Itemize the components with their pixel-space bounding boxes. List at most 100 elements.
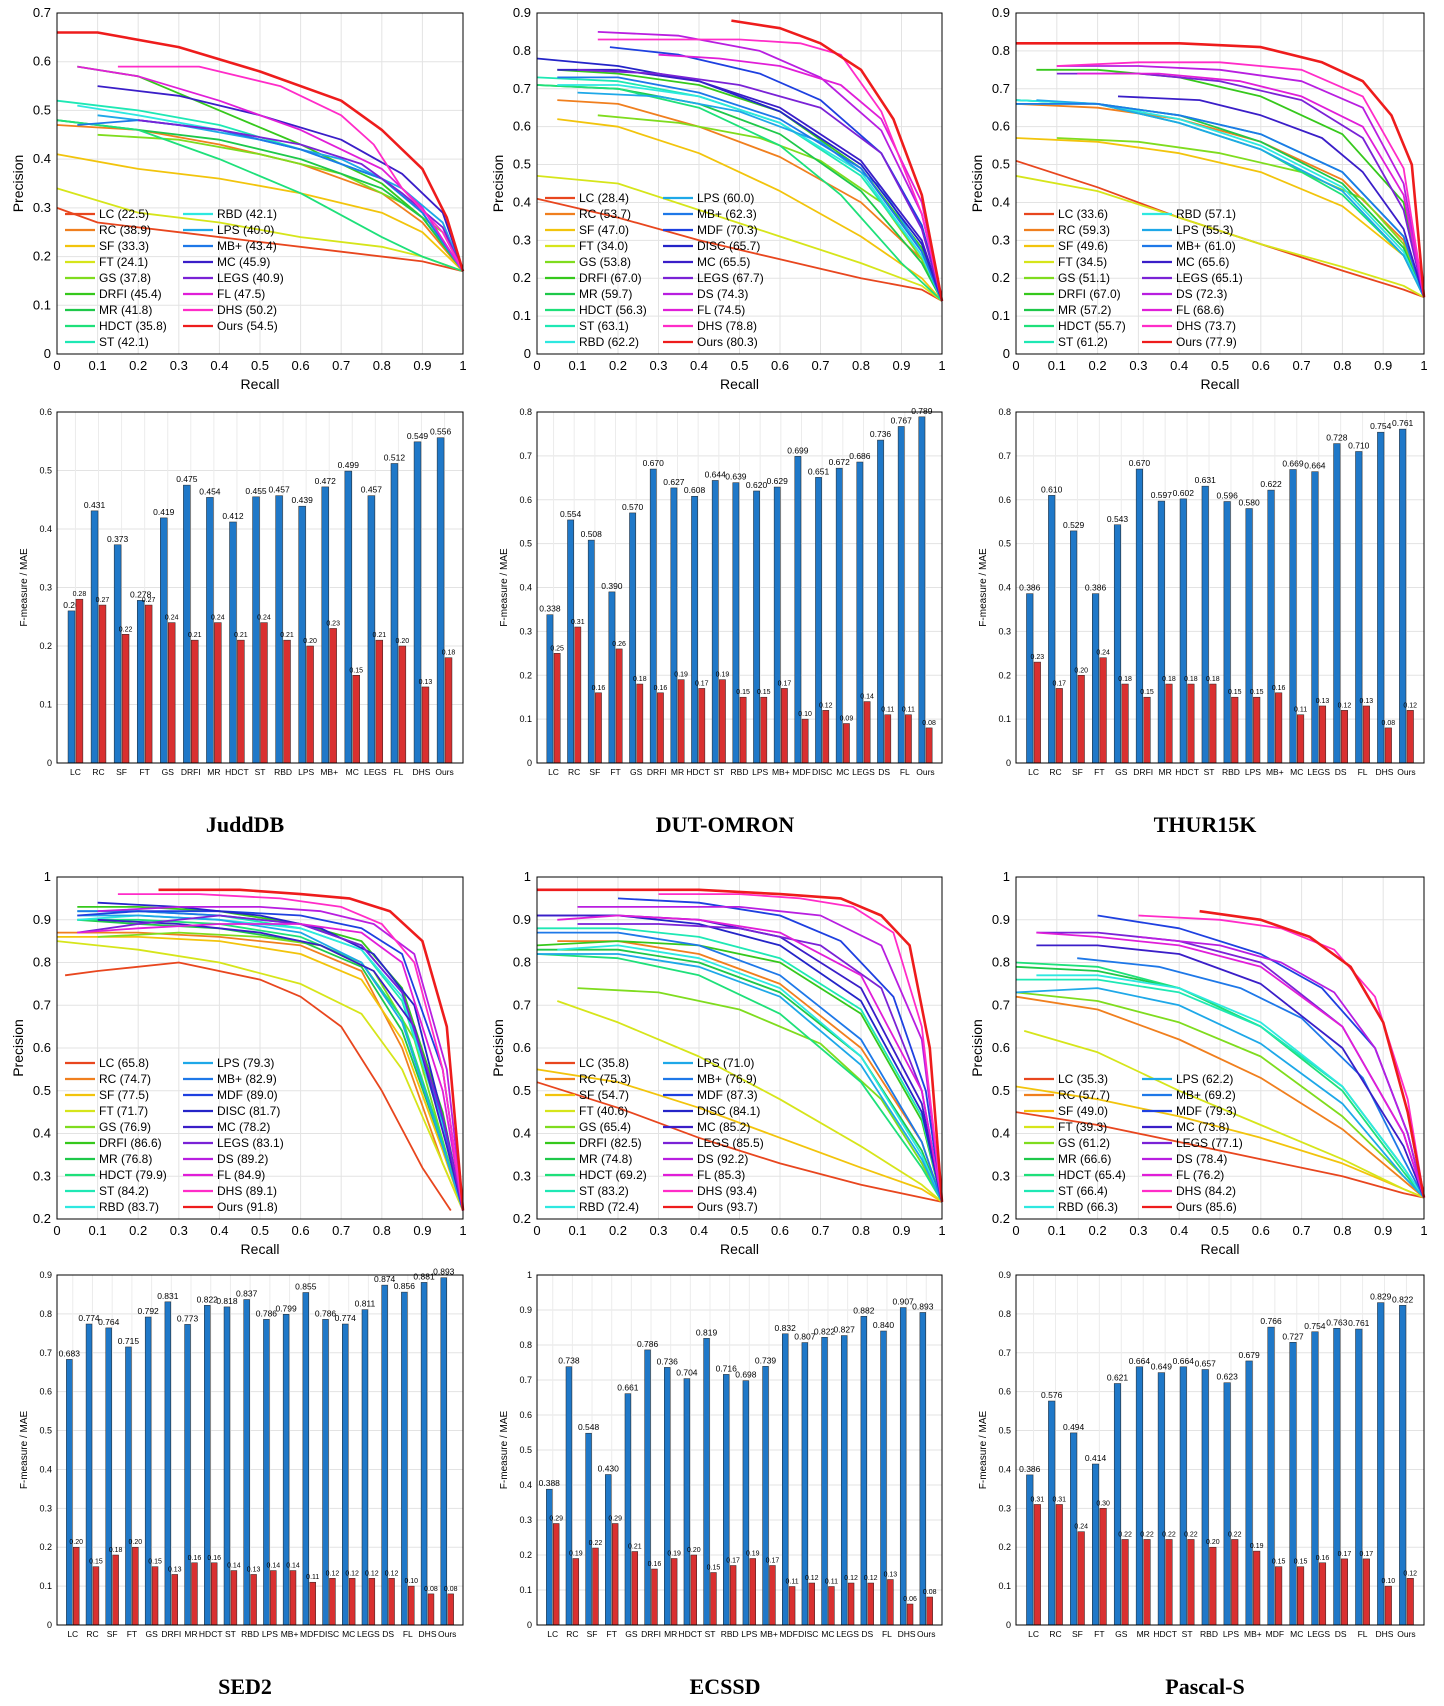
x-tick-label: 0.2 bbox=[609, 1223, 627, 1238]
x-tick-label: 0.7 bbox=[1293, 358, 1311, 373]
fmeasure-value-dhs: 0.829 bbox=[1370, 1292, 1392, 1302]
fmeasure-bar-ft bbox=[1092, 593, 1100, 764]
fmeasure-bar-ours bbox=[436, 437, 445, 764]
mae-value-lc: 0.23 bbox=[1031, 654, 1045, 661]
fmeasure-bar-ds bbox=[877, 439, 884, 764]
x-tick-label: 0 bbox=[533, 1223, 540, 1238]
x-tick-label-hdct: HDCT bbox=[1153, 1629, 1177, 1639]
x-tick-label-gs: GS bbox=[145, 1629, 158, 1639]
x-tick-label: 0.2 bbox=[609, 358, 627, 373]
y-tick-label: 0.6 bbox=[519, 495, 532, 505]
fmeasure-value-fl: 0.761 bbox=[1348, 1318, 1370, 1328]
legend-label-fl: FL (84.9) bbox=[217, 1168, 265, 1182]
mae-value-st: 0.22 bbox=[1184, 1531, 1198, 1538]
mae-value-mc: 0.15 bbox=[1294, 1559, 1308, 1566]
fmeasure-bar-mr bbox=[1135, 1366, 1143, 1626]
x-tick-label-hdct: HDCT bbox=[225, 767, 249, 777]
mae-value-ours: 0.18 bbox=[442, 650, 456, 657]
mae-bar-lps bbox=[1253, 696, 1261, 764]
mae-value-lc: 0.28 bbox=[73, 591, 87, 598]
mae-bar-ft bbox=[1099, 657, 1107, 764]
mae-value-drfi: 0.16 bbox=[654, 685, 668, 692]
y-tick-label: 0.7 bbox=[33, 997, 51, 1012]
pr-curve-rbd bbox=[1036, 974, 1425, 1199]
mae-bar-ours bbox=[444, 657, 453, 764]
x-tick-label: 0.9 bbox=[892, 1223, 910, 1238]
mae-value-mdf: 0.15 bbox=[1272, 1559, 1286, 1566]
mae-bar-gs bbox=[1121, 683, 1129, 764]
mae-value-lc: 0.25 bbox=[550, 645, 564, 652]
x-tick-label-ours: Ours bbox=[1397, 1629, 1415, 1639]
fmeasure-value-drfi: 0.786 bbox=[637, 1339, 659, 1349]
dataset-label-pascal-s: Pascal-S bbox=[1165, 1674, 1245, 1699]
mae-bar-hdct bbox=[690, 1554, 697, 1626]
fmeasure-bar-hdct bbox=[229, 521, 237, 764]
x-tick-label: 1 bbox=[938, 1223, 945, 1238]
y-tick-label: 0.3 bbox=[998, 1503, 1011, 1513]
legend-label-st: ST (83.2) bbox=[579, 1184, 629, 1198]
legend-label-legs: LEGS (83.1) bbox=[217, 1136, 284, 1150]
mae-value-lc: 0.29 bbox=[549, 1516, 563, 1523]
fmeasure-bar-mb- bbox=[762, 1366, 769, 1626]
mae-bar-ours bbox=[925, 727, 933, 764]
fmeasure-value-ds: 0.728 bbox=[1326, 433, 1348, 443]
mae-value-mc: 0.12 bbox=[345, 1570, 359, 1577]
mae-bar-gs bbox=[636, 683, 644, 764]
x-tick-label-ft: FT bbox=[607, 1629, 617, 1639]
x-tick-label-mb-: MB+ bbox=[320, 767, 338, 777]
fmeasure-bar-ft bbox=[136, 600, 145, 764]
mae-bar-sf bbox=[112, 1554, 119, 1626]
fmeasure-bar-dhs bbox=[1377, 431, 1385, 764]
y-tick-label: 0.3 bbox=[519, 626, 532, 636]
mae-value-fl: 0.20 bbox=[396, 638, 410, 645]
x-tick-label: 0.1 bbox=[1048, 358, 1066, 373]
x-tick-label-sf: SF bbox=[1072, 767, 1083, 777]
fmeasure-bar-lps bbox=[753, 490, 760, 764]
y-tick-label: 0.4 bbox=[39, 1464, 52, 1474]
legend-label-ours: Ours (93.7) bbox=[697, 1200, 758, 1214]
mae-value-legs: 0.14 bbox=[860, 694, 874, 701]
x-tick-label: 0.9 bbox=[1374, 358, 1392, 373]
fmeasure-value-sf: 0.494 bbox=[1063, 1422, 1085, 1432]
x-tick-label-mdf: MDF bbox=[300, 1629, 318, 1639]
fmeasure-bar-mc bbox=[342, 1323, 349, 1626]
mae-bar-rbd bbox=[250, 1574, 257, 1626]
mae-bar-lc bbox=[1033, 661, 1041, 764]
mae-value-fl: 0.11 bbox=[902, 707, 915, 714]
y-tick-label: 0.2 bbox=[39, 1542, 52, 1552]
dataset-label-sed2: SED2 bbox=[218, 1674, 272, 1699]
x-axis-label: Recall bbox=[720, 1241, 759, 1257]
legend-label-dhs: DHS (73.7) bbox=[1176, 319, 1236, 333]
fmeasure-bar-mr bbox=[184, 1324, 191, 1626]
x-tick-label-st: ST bbox=[255, 767, 266, 777]
x-tick-label: 0.1 bbox=[568, 358, 586, 373]
mae-value-sf: 0.24 bbox=[1074, 1524, 1088, 1531]
y-tick-label: 0.2 bbox=[39, 641, 52, 651]
fmeasure-bar-rbd bbox=[243, 1299, 250, 1626]
pr-curve-lc bbox=[56, 207, 464, 273]
y-tick-label: 0.1 bbox=[39, 1581, 52, 1591]
fmeasure-bar-gs bbox=[629, 512, 636, 764]
fmeasure-bar-mb- bbox=[1245, 1360, 1253, 1626]
fmeasure-bar-rbd bbox=[732, 482, 740, 764]
x-tick-label-mb-: MB+ bbox=[772, 767, 790, 777]
fmeasure-bar-dhs bbox=[420, 1282, 428, 1626]
fmeasure-value-ds: 0.763 bbox=[1326, 1317, 1348, 1327]
mae-bar-hdct bbox=[210, 1562, 218, 1626]
mae-bar-mr bbox=[1165, 683, 1173, 764]
x-tick-label: 0.7 bbox=[811, 1223, 829, 1238]
legend-label-dhs: DHS (50.2) bbox=[217, 303, 277, 317]
mae-value-disc: 0.12 bbox=[326, 1570, 340, 1577]
x-tick-label: 0.2 bbox=[129, 358, 147, 373]
mae-value-gs: 0.18 bbox=[1118, 676, 1132, 683]
bar-chart-judddb: 0 0.1 0.2 0.3 0.4 0.5 0.6 0.26 0.28 LC 0.431 0.27 RC… bbox=[19, 407, 464, 777]
fmeasure-value-ft: 0.430 bbox=[598, 1464, 620, 1474]
mae-bar-disc bbox=[822, 710, 830, 764]
x-tick-label-sf: SF bbox=[589, 767, 600, 777]
mae-bar-mr bbox=[670, 1558, 678, 1626]
mae-value-mb-: 0.16 bbox=[1272, 685, 1286, 692]
fmeasure-value-drfi: 0.670 bbox=[1129, 458, 1151, 468]
pr-curve-ds bbox=[577, 906, 943, 1203]
mae-bar-sf bbox=[1077, 1531, 1085, 1626]
x-tick-label-mc: MC bbox=[342, 1629, 355, 1639]
